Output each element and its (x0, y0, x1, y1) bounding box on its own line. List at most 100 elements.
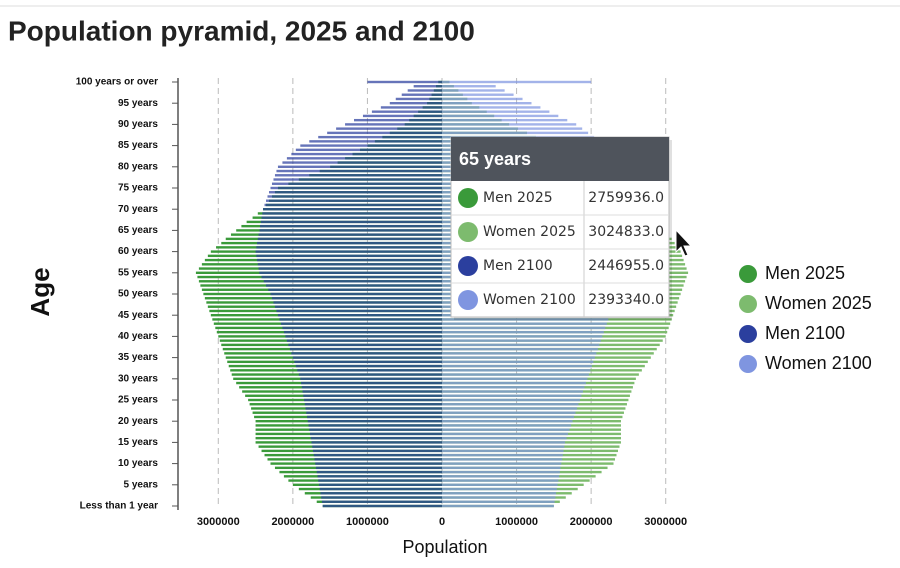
bar (442, 369, 591, 372)
bar (273, 178, 442, 181)
legend-label: Men 2025 (765, 263, 845, 283)
tooltip-value: 3024833.0 (588, 224, 664, 240)
bar (285, 335, 442, 338)
bar (263, 208, 442, 211)
tooltip-marker (458, 290, 478, 310)
x-axis-label: Population (402, 537, 487, 557)
bar (264, 203, 442, 207)
bar (442, 123, 577, 126)
bar (311, 441, 442, 444)
bar (442, 411, 576, 414)
bar (259, 271, 442, 274)
bar (442, 403, 579, 406)
bar (442, 441, 566, 444)
bar (442, 479, 559, 482)
bar (389, 102, 442, 105)
bar (367, 80, 442, 84)
tooltip: 65 years Men 2025 2759936.0 Women 2025 3024… (450, 136, 672, 320)
chart-title: Population pyramid, 2025 and 2100 (8, 15, 475, 46)
bar (442, 453, 563, 457)
bar (304, 398, 442, 402)
bar (442, 347, 598, 351)
bar (442, 424, 572, 427)
y-tick-label: 65 years (118, 225, 158, 236)
bar (310, 432, 442, 436)
bar (442, 322, 607, 325)
bar (307, 415, 442, 419)
bar (292, 356, 442, 359)
y-axis-label: Age (25, 267, 55, 316)
bar (442, 118, 568, 122)
tooltip-marker (458, 222, 478, 242)
bar (283, 330, 442, 334)
tooltip-series-name: Men 2100 (483, 258, 553, 274)
tooltip-series-name: Men 2025 (483, 190, 553, 206)
bar (442, 330, 604, 334)
bar (274, 305, 442, 308)
bar (442, 458, 563, 461)
y-tick-label: 70 years (118, 204, 158, 215)
bar (300, 377, 442, 380)
bar (303, 394, 442, 397)
bar (442, 114, 559, 118)
bar (442, 80, 592, 84)
bar (308, 424, 442, 427)
bar (262, 212, 442, 215)
bar (261, 216, 442, 219)
tooltip-title: 65 years (459, 149, 531, 169)
y-tick-label: 50 years (118, 289, 158, 300)
bar (297, 369, 442, 372)
y-tick-label: Less than 1 year (80, 501, 158, 512)
bar (327, 131, 442, 135)
y-tick-label: 15 years (118, 437, 158, 448)
bar (442, 390, 583, 393)
bar (291, 152, 442, 156)
bar (362, 114, 442, 118)
bar (322, 504, 442, 508)
bar (309, 428, 442, 431)
bar (413, 85, 442, 88)
legend-marker (739, 295, 757, 313)
bar (442, 475, 560, 478)
bar (345, 123, 442, 126)
bar (442, 415, 574, 419)
bar (407, 89, 442, 92)
bar (295, 364, 442, 368)
bar (318, 483, 442, 486)
bar (305, 407, 442, 410)
tooltip-value: 2446955.0 (588, 258, 664, 274)
bar (442, 343, 600, 347)
bar (266, 199, 442, 202)
y-tick-label: 60 years (118, 246, 158, 257)
bar (395, 97, 442, 101)
bar (267, 195, 442, 198)
bar (442, 428, 570, 431)
bar (442, 360, 594, 364)
x-tick-label: 3000000 (197, 516, 240, 528)
bar (354, 118, 442, 122)
bar (289, 347, 442, 351)
bar (321, 500, 442, 503)
bar (312, 449, 442, 453)
legend-label: Women 2025 (765, 293, 872, 313)
bar (442, 93, 514, 96)
y-tick-label: 20 years (118, 416, 158, 427)
bar (256, 246, 442, 249)
bar (442, 326, 606, 330)
bar (314, 458, 442, 461)
tooltip-value: 2759936.0 (588, 190, 664, 206)
bar (274, 174, 442, 177)
legend-marker (739, 265, 757, 283)
bar (442, 487, 557, 491)
bar (257, 263, 442, 266)
bar (315, 466, 442, 470)
bar (282, 161, 442, 164)
x-tick-label: 2000000 (271, 516, 314, 528)
y-tick-label: 25 years (118, 395, 158, 406)
x-tick-label: 2000000 (570, 516, 613, 528)
bar (280, 322, 442, 325)
y-tick-label: 85 years (118, 140, 158, 151)
bar (298, 373, 442, 376)
bar (380, 106, 442, 109)
